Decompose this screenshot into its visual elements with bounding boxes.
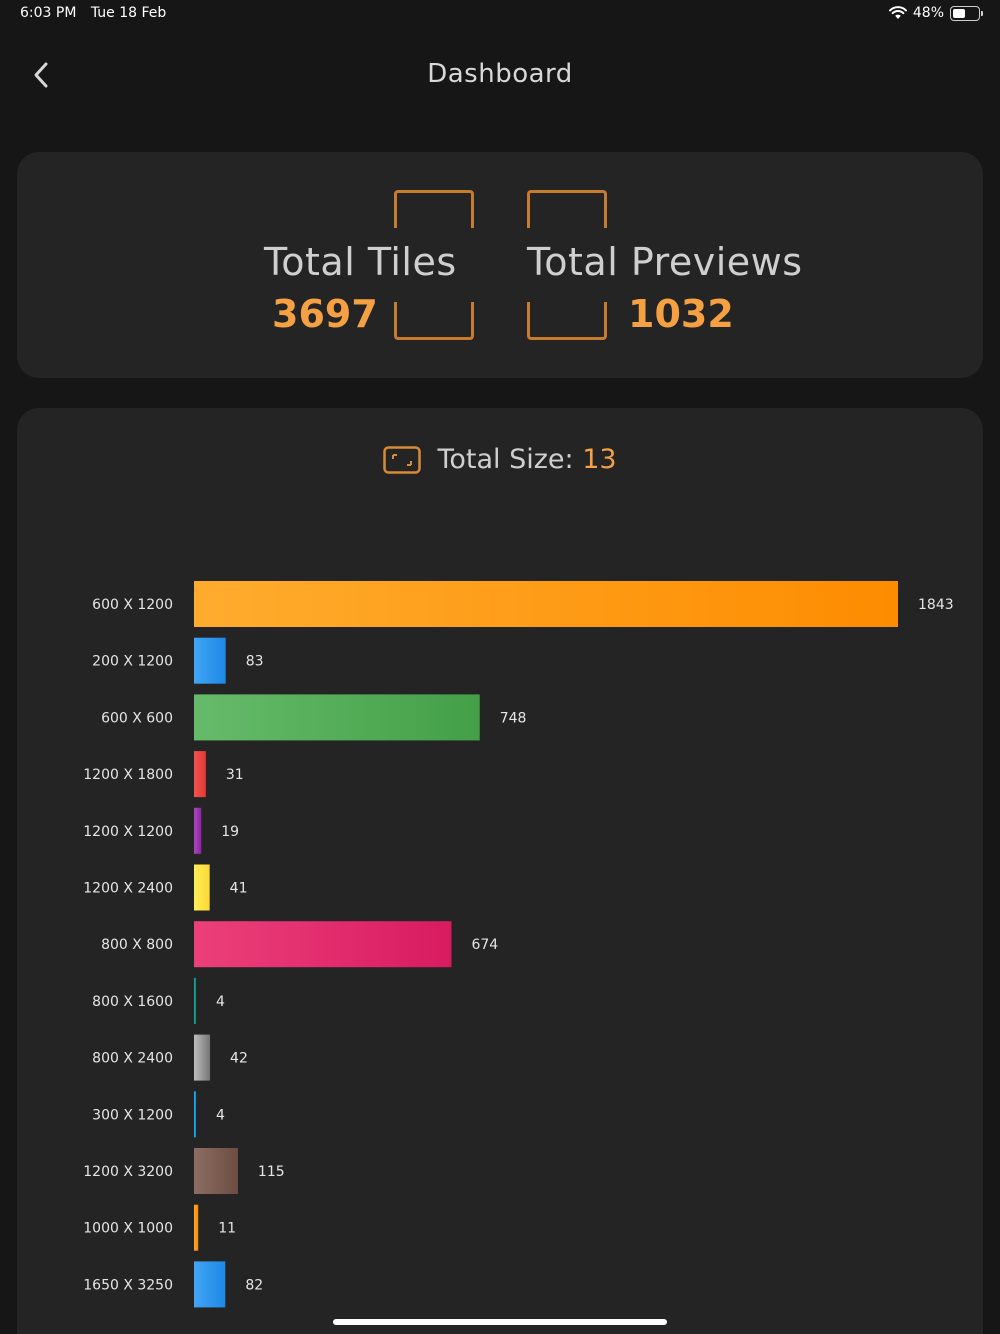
value-label: 115 xyxy=(258,1164,285,1180)
battery-icon xyxy=(950,5,983,21)
status-bar: 6:03 PM Tue 18 Feb 48% xyxy=(0,0,1000,28)
chevron-left-icon xyxy=(34,62,48,88)
chart-card: Total Size: 13 600 X 1200 1843 200 X 1200 8… xyxy=(17,408,983,1334)
category-label: 1200 X 1800 xyxy=(83,767,173,783)
status-right: 48% xyxy=(888,5,983,21)
total-size-value: 13 xyxy=(582,444,617,475)
category-label: 800 X 800 xyxy=(101,937,173,953)
value-label: 748 xyxy=(500,710,527,726)
value-label: 41 xyxy=(230,881,248,897)
status-left: 6:03 PM Tue 18 Feb xyxy=(20,5,176,21)
total-tiles-stat: Total Tiles xyxy=(264,240,457,284)
category-label: 600 X 1200 xyxy=(92,597,173,613)
bar[interactable] xyxy=(194,1034,211,1081)
page-title: Dashboard xyxy=(427,59,573,89)
category-label: 800 X 1600 xyxy=(92,994,173,1010)
previews-frame-bottom-icon xyxy=(527,302,607,340)
value-label: 4 xyxy=(216,994,225,1010)
value-label: 82 xyxy=(245,1277,263,1293)
total-previews-stat: Total Previews xyxy=(527,240,803,284)
bar[interactable] xyxy=(194,1091,196,1138)
category-label: 1200 X 2400 xyxy=(83,881,173,897)
category-label: 1200 X 1200 xyxy=(83,824,173,840)
total-size-row: Total Size: 13 xyxy=(17,444,983,481)
total-tiles-value: 3697 xyxy=(272,292,378,336)
category-label: 200 X 1200 xyxy=(92,654,173,670)
nav-bar: Dashboard xyxy=(0,45,1000,105)
bar[interactable] xyxy=(194,977,196,1024)
value-label: 4 xyxy=(216,1107,225,1123)
bar[interactable] xyxy=(194,807,202,854)
previews-frame-top-icon xyxy=(527,190,607,228)
value-label: 83 xyxy=(246,654,264,670)
bar[interactable] xyxy=(194,864,210,911)
tiles-frame-top-icon xyxy=(394,190,474,228)
category-label: 800 X 2400 xyxy=(92,1051,173,1067)
category-label: 300 X 1200 xyxy=(92,1107,173,1123)
bar[interactable] xyxy=(194,921,452,968)
total-size-text: Total Size: 13 xyxy=(437,444,616,475)
tiles-frame-bottom-icon xyxy=(394,302,474,340)
bar[interactable] xyxy=(194,581,898,627)
back-button[interactable] xyxy=(24,55,58,95)
bar[interactable] xyxy=(194,637,226,684)
value-label: 31 xyxy=(226,767,244,783)
value-label: 11 xyxy=(218,1221,236,1237)
category-label: 600 X 600 xyxy=(101,710,173,726)
home-indicator[interactable] xyxy=(333,1319,667,1325)
bar[interactable] xyxy=(194,694,480,741)
value-label: 42 xyxy=(230,1051,248,1067)
summary-card: Total Tiles 3697 Total Previews 1032 xyxy=(17,152,983,378)
image-frame-icon xyxy=(383,445,422,474)
category-label: 1650 X 3250 xyxy=(83,1277,173,1293)
total-previews-label: Total Previews xyxy=(527,240,803,284)
status-date: Tue 18 Feb xyxy=(90,5,167,21)
value-label: 1843 xyxy=(918,597,954,613)
total-size-label: Total Size: xyxy=(437,444,574,475)
value-label: 19 xyxy=(221,824,239,840)
total-previews-value: 1032 xyxy=(628,292,734,336)
bar[interactable] xyxy=(194,1204,199,1251)
category-label: 1000 X 1000 xyxy=(83,1221,173,1237)
bar[interactable] xyxy=(194,751,206,798)
status-time: 6:03 PM xyxy=(20,5,77,21)
bar[interactable] xyxy=(194,1148,238,1194)
battery-percent: 48% xyxy=(912,5,944,21)
value-label: 674 xyxy=(471,937,498,953)
wifi-icon xyxy=(888,6,907,19)
size-distribution-chart: 600 X 1200 1843 200 X 1200 83 600 X 600 748 12… xyxy=(83,581,954,1308)
battery-fill xyxy=(953,8,965,18)
category-label: 1200 X 3200 xyxy=(83,1164,173,1180)
total-tiles-label: Total Tiles xyxy=(264,240,457,284)
bar[interactable] xyxy=(194,1261,226,1308)
